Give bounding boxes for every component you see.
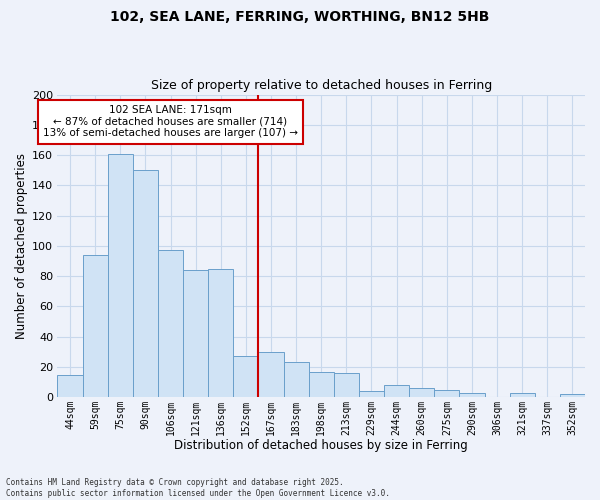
Bar <box>158 250 183 398</box>
Text: 102, SEA LANE, FERRING, WORTHING, BN12 5HB: 102, SEA LANE, FERRING, WORTHING, BN12 5… <box>110 10 490 24</box>
X-axis label: Distribution of detached houses by size in Ferring: Distribution of detached houses by size … <box>175 440 468 452</box>
Bar <box>284 362 308 398</box>
Bar <box>259 352 284 398</box>
Bar <box>560 394 585 398</box>
Bar <box>208 268 233 398</box>
Text: 102 SEA LANE: 171sqm
← 87% of detached houses are smaller (714)
13% of semi-deta: 102 SEA LANE: 171sqm ← 87% of detached h… <box>43 105 298 138</box>
Title: Size of property relative to detached houses in Ferring: Size of property relative to detached ho… <box>151 79 492 92</box>
Bar <box>409 388 434 398</box>
Bar <box>58 374 83 398</box>
Bar <box>183 270 208 398</box>
Bar <box>334 373 359 398</box>
Bar <box>83 255 108 398</box>
Bar <box>460 393 485 398</box>
Bar <box>359 392 384 398</box>
Bar <box>434 390 460 398</box>
Bar <box>509 393 535 398</box>
Bar <box>133 170 158 398</box>
Text: Contains HM Land Registry data © Crown copyright and database right 2025.
Contai: Contains HM Land Registry data © Crown c… <box>6 478 390 498</box>
Bar <box>308 372 334 398</box>
Bar <box>233 356 259 398</box>
Bar <box>384 385 409 398</box>
Y-axis label: Number of detached properties: Number of detached properties <box>15 153 28 339</box>
Bar <box>108 154 133 398</box>
